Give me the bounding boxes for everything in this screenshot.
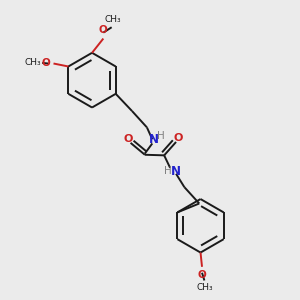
Text: O: O <box>174 134 183 143</box>
Text: O: O <box>99 25 108 35</box>
Text: O: O <box>124 134 133 144</box>
Text: CH₃: CH₃ <box>24 58 41 68</box>
Text: H: H <box>164 167 172 176</box>
Text: O: O <box>42 58 50 68</box>
Text: N: N <box>149 134 159 146</box>
Text: H: H <box>157 131 164 141</box>
Text: CH₃: CH₃ <box>105 15 122 24</box>
Text: N: N <box>170 165 181 178</box>
Text: O: O <box>198 270 206 280</box>
Text: CH₃: CH₃ <box>196 284 213 292</box>
